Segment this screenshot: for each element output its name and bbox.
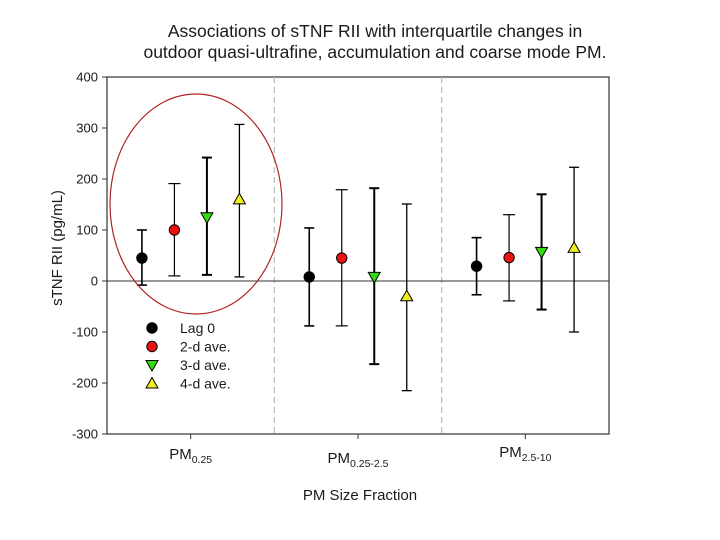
y-tick-label: 0	[91, 274, 98, 289]
series-3-d-ave-	[200, 156, 549, 366]
legend-marker	[146, 340, 158, 353]
y-axis-label: sTNF RII (pg/mL)	[49, 190, 66, 306]
x-axis	[190, 434, 526, 439]
data-point	[567, 240, 581, 253]
chart-title-line-2: outdoor quasi-ultrafine, accumulation an…	[143, 42, 606, 62]
chart-title-line-1: Associations of sTNF RII with interquart…	[168, 21, 582, 41]
group-label: PM2.5-10	[499, 444, 551, 464]
y-tick-label: -100	[72, 325, 98, 340]
legend-item: 4-d ave.	[145, 376, 231, 392]
series-4-d-ave-	[232, 123, 581, 392]
data-point	[534, 246, 549, 259]
legend-label: 3-d ave.	[180, 357, 231, 373]
data-point	[503, 251, 515, 264]
group-label-main: PM	[327, 450, 350, 467]
y-tick-label: 400	[76, 70, 98, 85]
highlight-ellipse	[109, 93, 283, 315]
data-point	[168, 224, 181, 236]
data-point	[303, 271, 315, 283]
group-label-subscript: 0.25	[192, 454, 213, 466]
data-point	[336, 252, 348, 264]
y-tick-label: 300	[76, 121, 98, 136]
data-point	[470, 260, 483, 272]
legend-item: Lag 0	[146, 320, 215, 336]
y-tick-label: -200	[72, 376, 98, 391]
legend-marker	[146, 322, 158, 334]
x-axis-label: PM Size Fraction	[303, 487, 417, 504]
group-label-main: PM	[499, 444, 522, 461]
group-dividers	[273, 77, 443, 434]
series-2-d-ave-	[168, 182, 516, 327]
legend: Lag 0 2-d ave. 3-d ave. 4-d ave.	[145, 320, 231, 392]
group-label: PM0.25	[169, 446, 212, 466]
y-tick-label: 100	[76, 223, 98, 238]
group-label-main: PM	[169, 446, 192, 463]
y-axis: 400 300 200 100 0 -100 -200 -300	[72, 70, 107, 442]
data-marks	[136, 123, 581, 392]
data-point	[232, 192, 247, 205]
y-tick-label: -300	[72, 427, 98, 442]
legend-item: 2-d ave.	[146, 339, 231, 355]
legend-label: 4-d ave.	[180, 376, 231, 392]
chart-title: Associations of sTNF RII with interquart…	[143, 21, 606, 62]
legend-marker	[145, 376, 159, 389]
legend-label: Lag 0	[180, 320, 215, 336]
data-point	[200, 212, 214, 225]
group-label-subscript: 2.5-10	[522, 452, 552, 464]
data-point	[367, 271, 382, 284]
data-point	[136, 252, 148, 264]
legend-marker	[145, 360, 159, 373]
y-tick-label: 200	[76, 172, 98, 187]
group-label-subscript: 0.25-2.5	[350, 458, 389, 470]
group-label: PM0.25-2.5	[327, 450, 388, 470]
legend-label: 2-d ave.	[180, 339, 231, 355]
legend-item: 3-d ave.	[145, 357, 231, 373]
data-point	[399, 289, 414, 302]
series-lag-0	[136, 227, 483, 327]
